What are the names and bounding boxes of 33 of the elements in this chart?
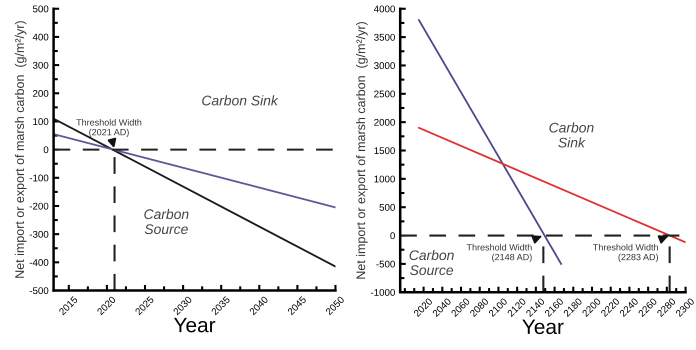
annotation: Carbon Source — [410, 250, 454, 276]
y-tick-label: -500 — [376, 260, 395, 268]
annotation: Carbon Source — [144, 208, 188, 234]
y-tick-label: 500 — [380, 204, 395, 211]
annotation: Threshold Width (2148 AD) — [466, 244, 532, 262]
y-axis-title: Net import or export of marsh carbon (g/m²/yr) — [356, 22, 368, 279]
y-tick-label: -200 — [30, 202, 48, 210]
y-axis-title: Net import or export of marsh carbon (g/m²/yr) — [14, 21, 26, 278]
y-tick-label: -500 — [30, 287, 48, 294]
y-tick-label: 500 — [32, 5, 48, 12]
annotation: Carbon Sink — [549, 122, 594, 148]
y-tick-label: -300 — [30, 230, 48, 238]
y-tick-label: 300 — [32, 62, 48, 69]
y-tick-label: 0 — [44, 146, 48, 154]
annotation: Threshold Width (2021 AD) — [76, 118, 142, 138]
y-tick-label: 100 — [33, 118, 48, 126]
y-tick-label: -400 — [30, 259, 48, 266]
y-tick-label: 2500 — [374, 90, 395, 98]
y-tick-label: 2000 — [374, 118, 395, 126]
x-axis-title: Year — [174, 318, 216, 332]
y-tick-label: 200 — [33, 90, 48, 97]
y-tick-label: 400 — [32, 34, 48, 41]
annotation: Carbon Sink — [202, 95, 278, 106]
y-tick-label: -1000 — [370, 288, 395, 296]
y-tick-label: 3000 — [374, 62, 395, 70]
y-tick-label: 1000 — [374, 176, 395, 182]
y-tick-label: -100 — [30, 174, 48, 182]
y-tick-label: 0 — [390, 232, 395, 240]
annotation: Threshold Width (2283 AD) — [593, 244, 658, 262]
x-axis-title: Year — [522, 320, 564, 334]
y-tick-label: 3500 — [374, 34, 395, 41]
y-tick-label: 1500 — [374, 147, 395, 154]
y-tick-label: 4000 — [374, 5, 395, 12]
